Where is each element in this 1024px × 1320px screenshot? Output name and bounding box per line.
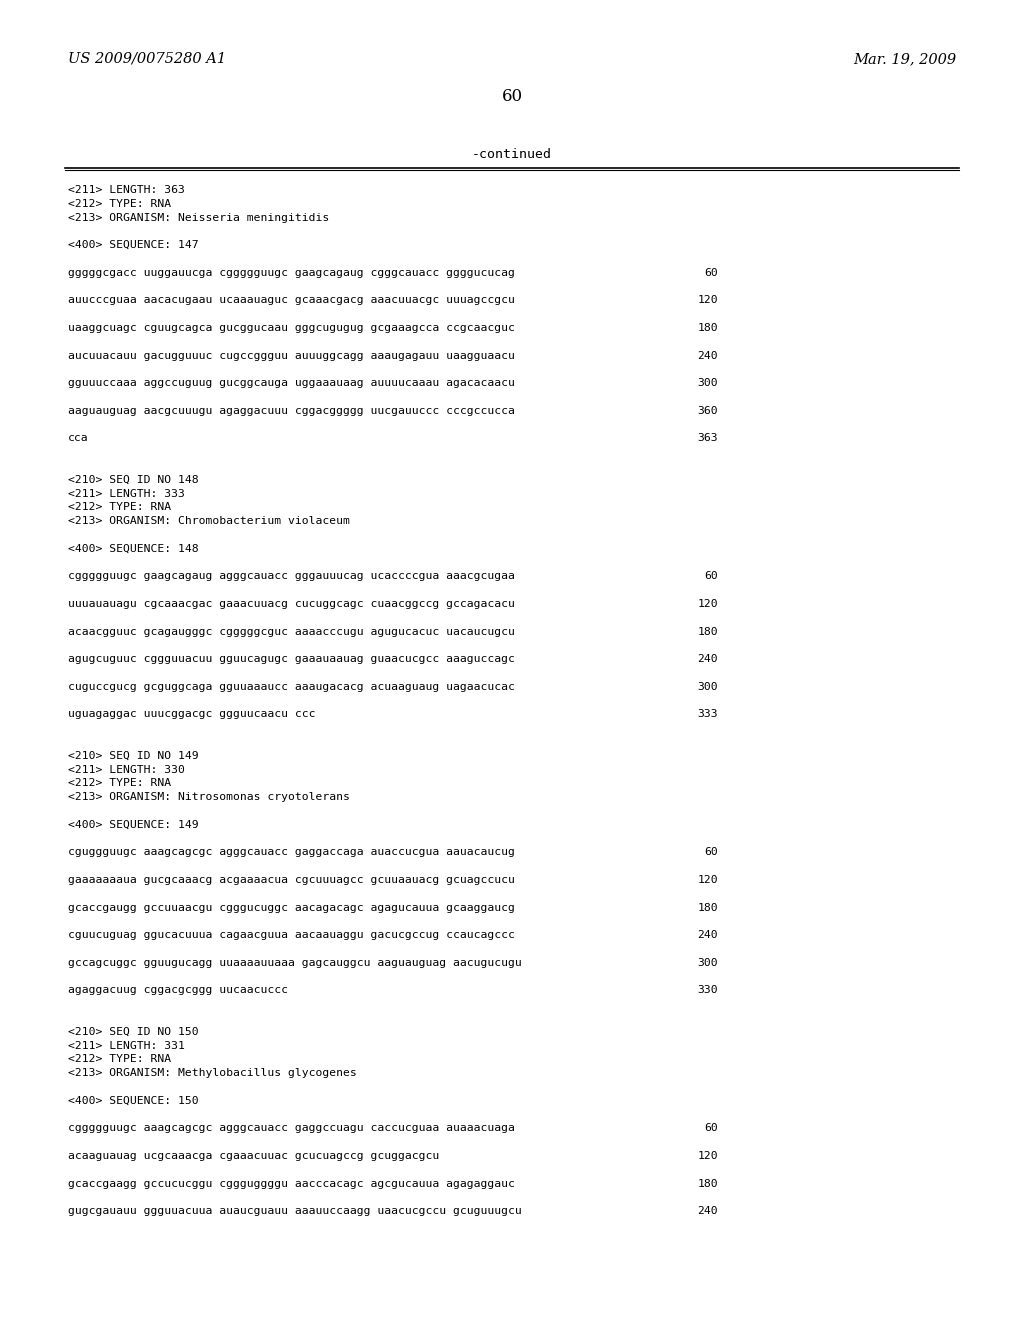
Text: 60: 60 <box>705 847 718 858</box>
Text: 360: 360 <box>697 405 718 416</box>
Text: 333: 333 <box>697 709 718 719</box>
Text: cuguccgucg gcguggcaga gguuaaaucc aaaugacacg acuaaguaug uagaacucac: cuguccgucg gcguggcaga gguuaaaucc aaaugac… <box>68 682 515 692</box>
Text: <400> SEQUENCE: 150: <400> SEQUENCE: 150 <box>68 1096 199 1106</box>
Text: <212> TYPE: RNA: <212> TYPE: RNA <box>68 779 171 788</box>
Text: 240: 240 <box>697 351 718 360</box>
Text: <211> LENGTH: 363: <211> LENGTH: 363 <box>68 185 185 195</box>
Text: <213> ORGANISM: Neisseria meningitidis: <213> ORGANISM: Neisseria meningitidis <box>68 213 330 223</box>
Text: 363: 363 <box>697 433 718 444</box>
Text: <210> SEQ ID NO 150: <210> SEQ ID NO 150 <box>68 1027 199 1036</box>
Text: 300: 300 <box>697 379 718 388</box>
Text: acaaguauag ucgcaaacga cgaaacuuac gcucuagccg gcuggacgcu: acaaguauag ucgcaaacga cgaaacuuac gcucuag… <box>68 1151 439 1162</box>
Text: Mar. 19, 2009: Mar. 19, 2009 <box>853 51 956 66</box>
Text: 60: 60 <box>705 1123 718 1134</box>
Text: cguggguugc aaagcagcgc agggcauacc gaggaccaga auaccucgua aauacaucug: cguggguugc aaagcagcgc agggcauacc gaggacc… <box>68 847 515 858</box>
Text: US 2009/0075280 A1: US 2009/0075280 A1 <box>68 51 226 66</box>
Text: 180: 180 <box>697 323 718 333</box>
Text: aucuuacauu gacugguuuc cugccggguu auuuggcagg aaaugagauu uaagguaacu: aucuuacauu gacugguuuc cugccggguu auuuggc… <box>68 351 515 360</box>
Text: gaaaaaaaua gucgcaaacg acgaaaacua cgcuuuagcc gcuuaauacg gcuagccucu: gaaaaaaaua gucgcaaacg acgaaaacua cgcuuua… <box>68 875 515 884</box>
Text: 180: 180 <box>697 903 718 912</box>
Text: 60: 60 <box>705 572 718 581</box>
Text: agugcuguuc cggguuacuu gguucagugc gaaauaauag guaacucgcc aaaguccagc: agugcuguuc cggguuacuu gguucagugc gaaauaa… <box>68 655 515 664</box>
Text: gcaccgaugg gccuuaacgu cgggucuggc aacagacagc agagucauua gcaaggaucg: gcaccgaugg gccuuaacgu cgggucuggc aacagac… <box>68 903 515 912</box>
Text: gugcgauauu ggguuacuua auaucguauu aaauuccaagg uaacucgccu gcuguuugcu: gugcgauauu ggguuacuua auaucguauu aaauucc… <box>68 1206 522 1216</box>
Text: acaacgguuc gcagaugggc cgggggcguc aaaacccugu agugucacuc uacaucugcu: acaacgguuc gcagaugggc cgggggcguc aaaaccc… <box>68 627 515 636</box>
Text: uuuauauagu cgcaaacgac gaaacuuacg cucuggcagc cuaacggccg gccagacacu: uuuauauagu cgcaaacgac gaaacuuacg cucuggc… <box>68 599 515 609</box>
Text: 180: 180 <box>697 1179 718 1188</box>
Text: 300: 300 <box>697 682 718 692</box>
Text: <400> SEQUENCE: 148: <400> SEQUENCE: 148 <box>68 544 199 554</box>
Text: 120: 120 <box>697 599 718 609</box>
Text: 120: 120 <box>697 296 718 305</box>
Text: <210> SEQ ID NO 149: <210> SEQ ID NO 149 <box>68 751 199 760</box>
Text: <211> LENGTH: 333: <211> LENGTH: 333 <box>68 488 185 499</box>
Text: <212> TYPE: RNA: <212> TYPE: RNA <box>68 199 171 209</box>
Text: 120: 120 <box>697 1151 718 1162</box>
Text: uguagaggac uuucggacgc ggguucaacu ccc: uguagaggac uuucggacgc ggguucaacu ccc <box>68 709 315 719</box>
Text: gccagcuggc gguugucagg uuaaaauuaaa gagcauggcu aaguauguag aacugucugu: gccagcuggc gguugucagg uuaaaauuaaa gagcau… <box>68 958 522 968</box>
Text: -continued: -continued <box>472 148 552 161</box>
Text: cguucuguag ggucacuuua cagaacguua aacaauaggu gacucgccug ccaucagccc: cguucuguag ggucacuuua cagaacguua aacaaua… <box>68 931 515 940</box>
Text: <212> TYPE: RNA: <212> TYPE: RNA <box>68 1055 171 1064</box>
Text: gguuuccaaa aggccuguug gucggcauga uggaaauaag auuuucaaau agacacaacu: gguuuccaaa aggccuguug gucggcauga uggaaau… <box>68 379 515 388</box>
Text: 60: 60 <box>705 268 718 277</box>
Text: aaguauguag aacgcuuugu agaggacuuu cggacggggg uucgauuccc cccgccucca: aaguauguag aacgcuuugu agaggacuuu cggacgg… <box>68 405 515 416</box>
Text: gcaccgaagg gccucucggu cggguggggu aacccacagc agcgucauua agagaggauc: gcaccgaagg gccucucggu cggguggggu aacccac… <box>68 1179 515 1188</box>
Text: agaggacuug cggacgcggg uucaacuccc: agaggacuug cggacgcggg uucaacuccc <box>68 986 288 995</box>
Text: <211> LENGTH: 330: <211> LENGTH: 330 <box>68 764 185 775</box>
Text: 60: 60 <box>502 88 522 106</box>
Text: <211> LENGTH: 331: <211> LENGTH: 331 <box>68 1040 185 1051</box>
Text: 300: 300 <box>697 958 718 968</box>
Text: <210> SEQ ID NO 148: <210> SEQ ID NO 148 <box>68 475 199 484</box>
Text: cca: cca <box>68 433 89 444</box>
Text: cggggguugc aaagcagcgc agggcauacc gaggccuagu caccucguaa auaaacuaga: cggggguugc aaagcagcgc agggcauacc gaggccu… <box>68 1123 515 1134</box>
Text: 330: 330 <box>697 986 718 995</box>
Text: 240: 240 <box>697 931 718 940</box>
Text: 240: 240 <box>697 1206 718 1216</box>
Text: cggggguugc gaagcagaug agggcauacc gggauuucag ucaccccgua aaacgcugaa: cggggguugc gaagcagaug agggcauacc gggauuu… <box>68 572 515 581</box>
Text: <213> ORGANISM: Nitrosomonas cryotolerans: <213> ORGANISM: Nitrosomonas cryotoleran… <box>68 792 350 803</box>
Text: <213> ORGANISM: Chromobacterium violaceum: <213> ORGANISM: Chromobacterium violaceu… <box>68 516 350 527</box>
Text: <400> SEQUENCE: 147: <400> SEQUENCE: 147 <box>68 240 199 251</box>
Text: gggggcgacc uuggauucga cggggguugc gaagcagaug cgggcauacc ggggucucag: gggggcgacc uuggauucga cggggguugc gaagcag… <box>68 268 515 277</box>
Text: uaaggcuagc cguugcagca gucggucaau gggcugugug gcgaaagcca ccgcaacguc: uaaggcuagc cguugcagca gucggucaau gggcugu… <box>68 323 515 333</box>
Text: <213> ORGANISM: Methylobacillus glycogenes: <213> ORGANISM: Methylobacillus glycogen… <box>68 1068 356 1078</box>
Text: <400> SEQUENCE: 149: <400> SEQUENCE: 149 <box>68 820 199 830</box>
Text: 120: 120 <box>697 875 718 884</box>
Text: auucccguaa aacacugaau ucaaauaguc gcaaacgacg aaacuuacgc uuuagccgcu: auucccguaa aacacugaau ucaaauaguc gcaaacg… <box>68 296 515 305</box>
Text: <212> TYPE: RNA: <212> TYPE: RNA <box>68 503 171 512</box>
Text: 240: 240 <box>697 655 718 664</box>
Text: 180: 180 <box>697 627 718 636</box>
